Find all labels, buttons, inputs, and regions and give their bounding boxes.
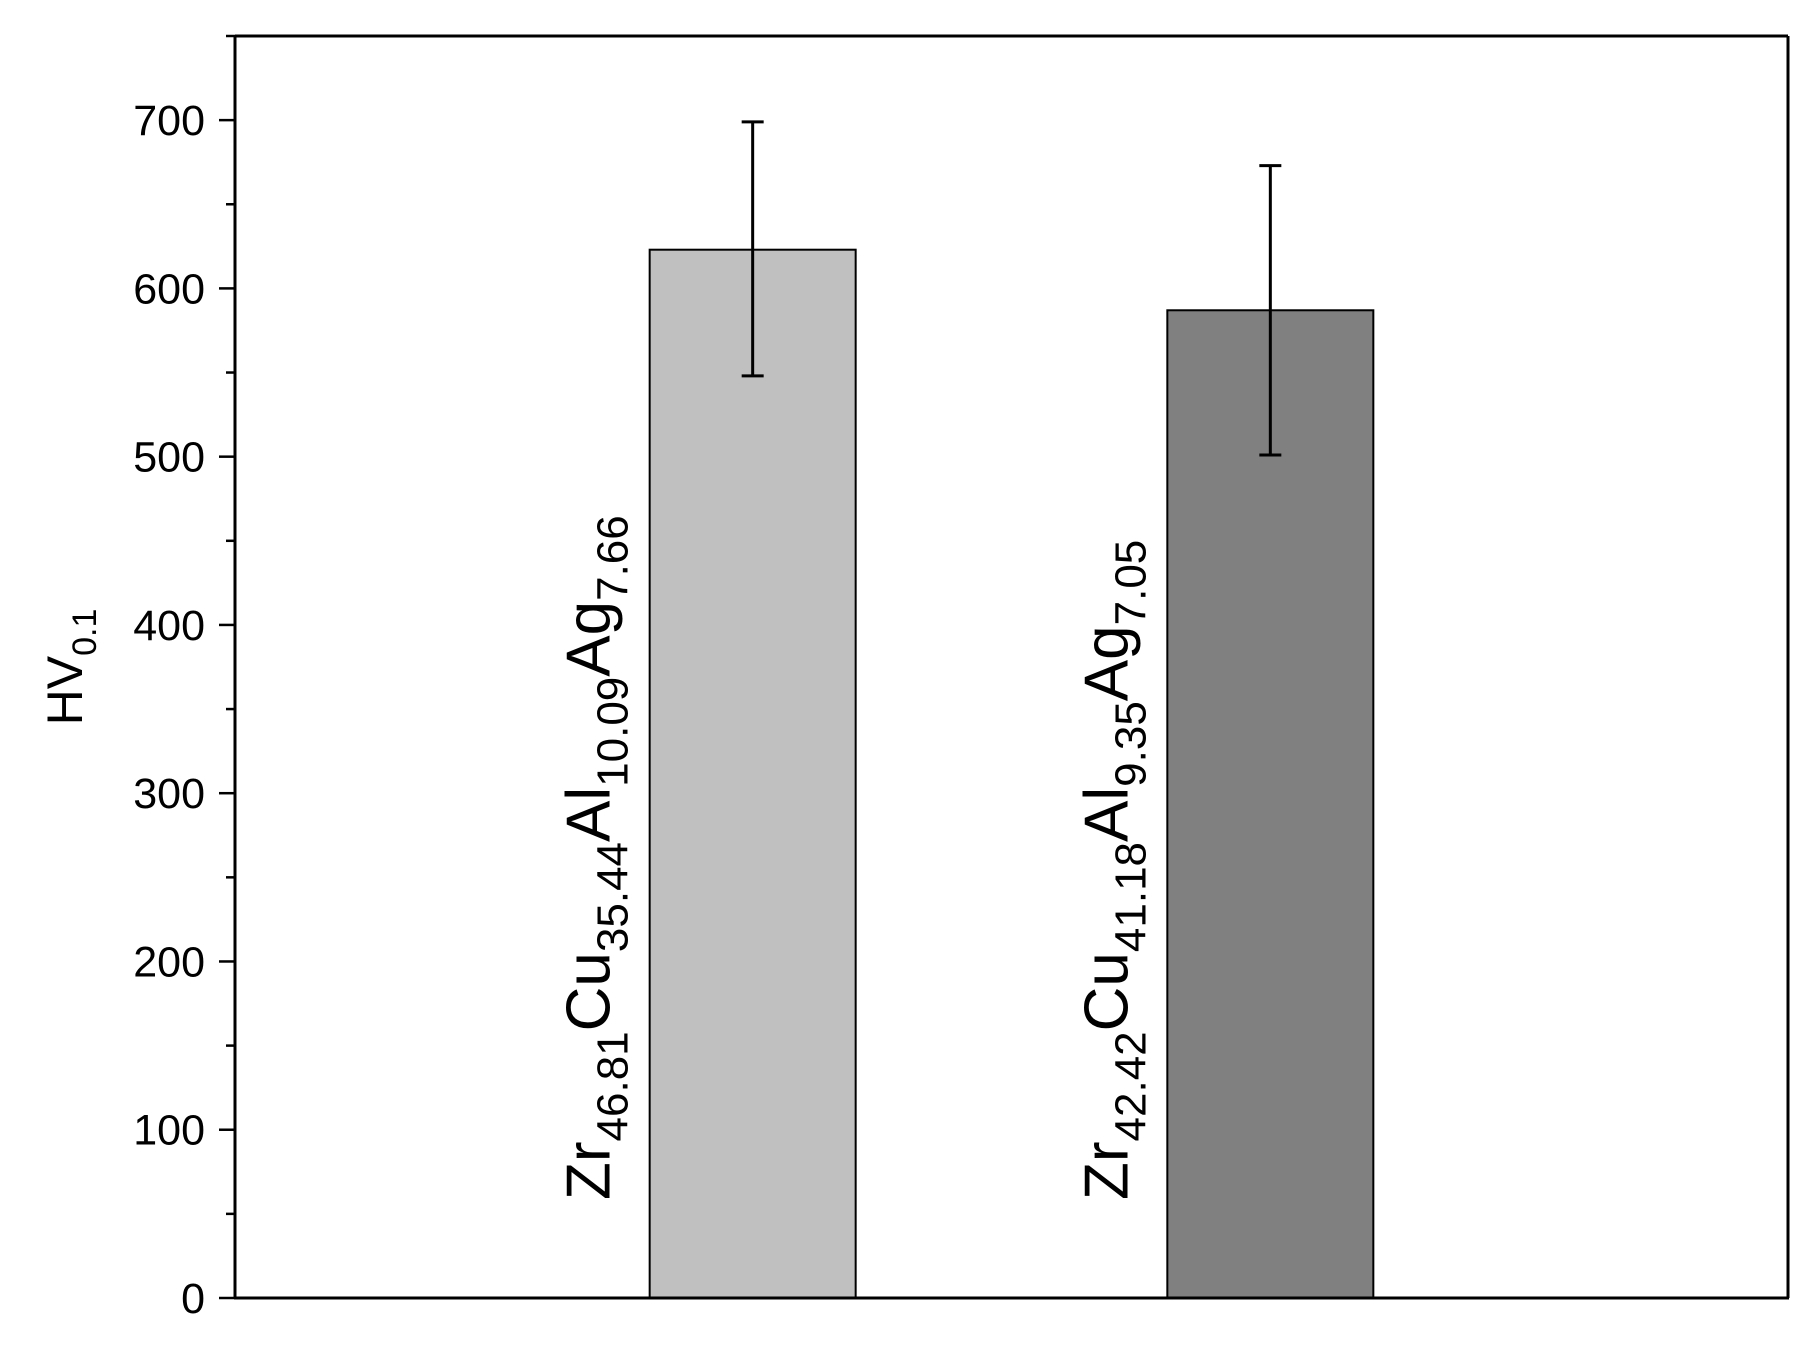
y-tick-label: 700 (133, 97, 205, 145)
label-element: Al (1072, 787, 1141, 842)
bar-2 (1166, 309, 1375, 1299)
error-bar-1 (741, 120, 764, 378)
y-ticks-layer: 0 100 200 300 400 500 600 700 (133, 34, 235, 1323)
label-element: Zr (1072, 1141, 1141, 1200)
y-tick-label: 300 (133, 770, 205, 818)
label-element: Cu (1072, 952, 1141, 1031)
label-subscript: 35.44 (589, 842, 638, 952)
label-element: Cu (555, 952, 624, 1031)
y-axis-label-layer: HV0.1 (37, 609, 104, 726)
label-subscript: 9.35 (1106, 701, 1155, 787)
y-tick-label: 0 (181, 1275, 205, 1323)
label-subscript: 10.09 (589, 677, 638, 787)
y-tick-label: 100 (133, 1107, 205, 1155)
y-tick-label: 400 (133, 602, 205, 650)
y-tick-label: 600 (133, 265, 205, 313)
y-axis-label: HV0.1 (37, 609, 104, 726)
label-element: Ag (555, 601, 624, 677)
y-axis-label-base: HV (37, 655, 93, 725)
error-bars-layer (741, 120, 1282, 457)
bars-layer (648, 248, 1375, 1300)
label-subscript: 7.66 (589, 515, 638, 601)
category-label-2: Zr42.42Cu41.18Al9.35Ag7.05 (1072, 540, 1155, 1200)
category-labels-layer: Zr46.81Cu35.44Al10.09Ag7.66Zr42.42Cu41.1… (555, 515, 1156, 1200)
category-label-1: Zr46.81Cu35.44Al10.09Ag7.66 (555, 515, 638, 1200)
label-element: Ag (1072, 625, 1141, 701)
y-tick-label: 200 (133, 938, 205, 986)
bar-1 (648, 248, 857, 1300)
y-axis-label-subscript: 0.1 (66, 609, 104, 656)
label-subscript: 41.18 (1106, 842, 1155, 952)
axes-layer (233, 34, 1790, 1300)
label-element: Zr (555, 1141, 624, 1200)
label-subscript: 46.81 (589, 1031, 638, 1141)
label-subscript: 7.05 (1106, 540, 1155, 626)
error-bar-2 (1259, 164, 1282, 457)
label-subscript: 42.42 (1106, 1031, 1155, 1141)
label-element: Al (555, 787, 624, 842)
y-tick-label: 500 (133, 434, 205, 482)
